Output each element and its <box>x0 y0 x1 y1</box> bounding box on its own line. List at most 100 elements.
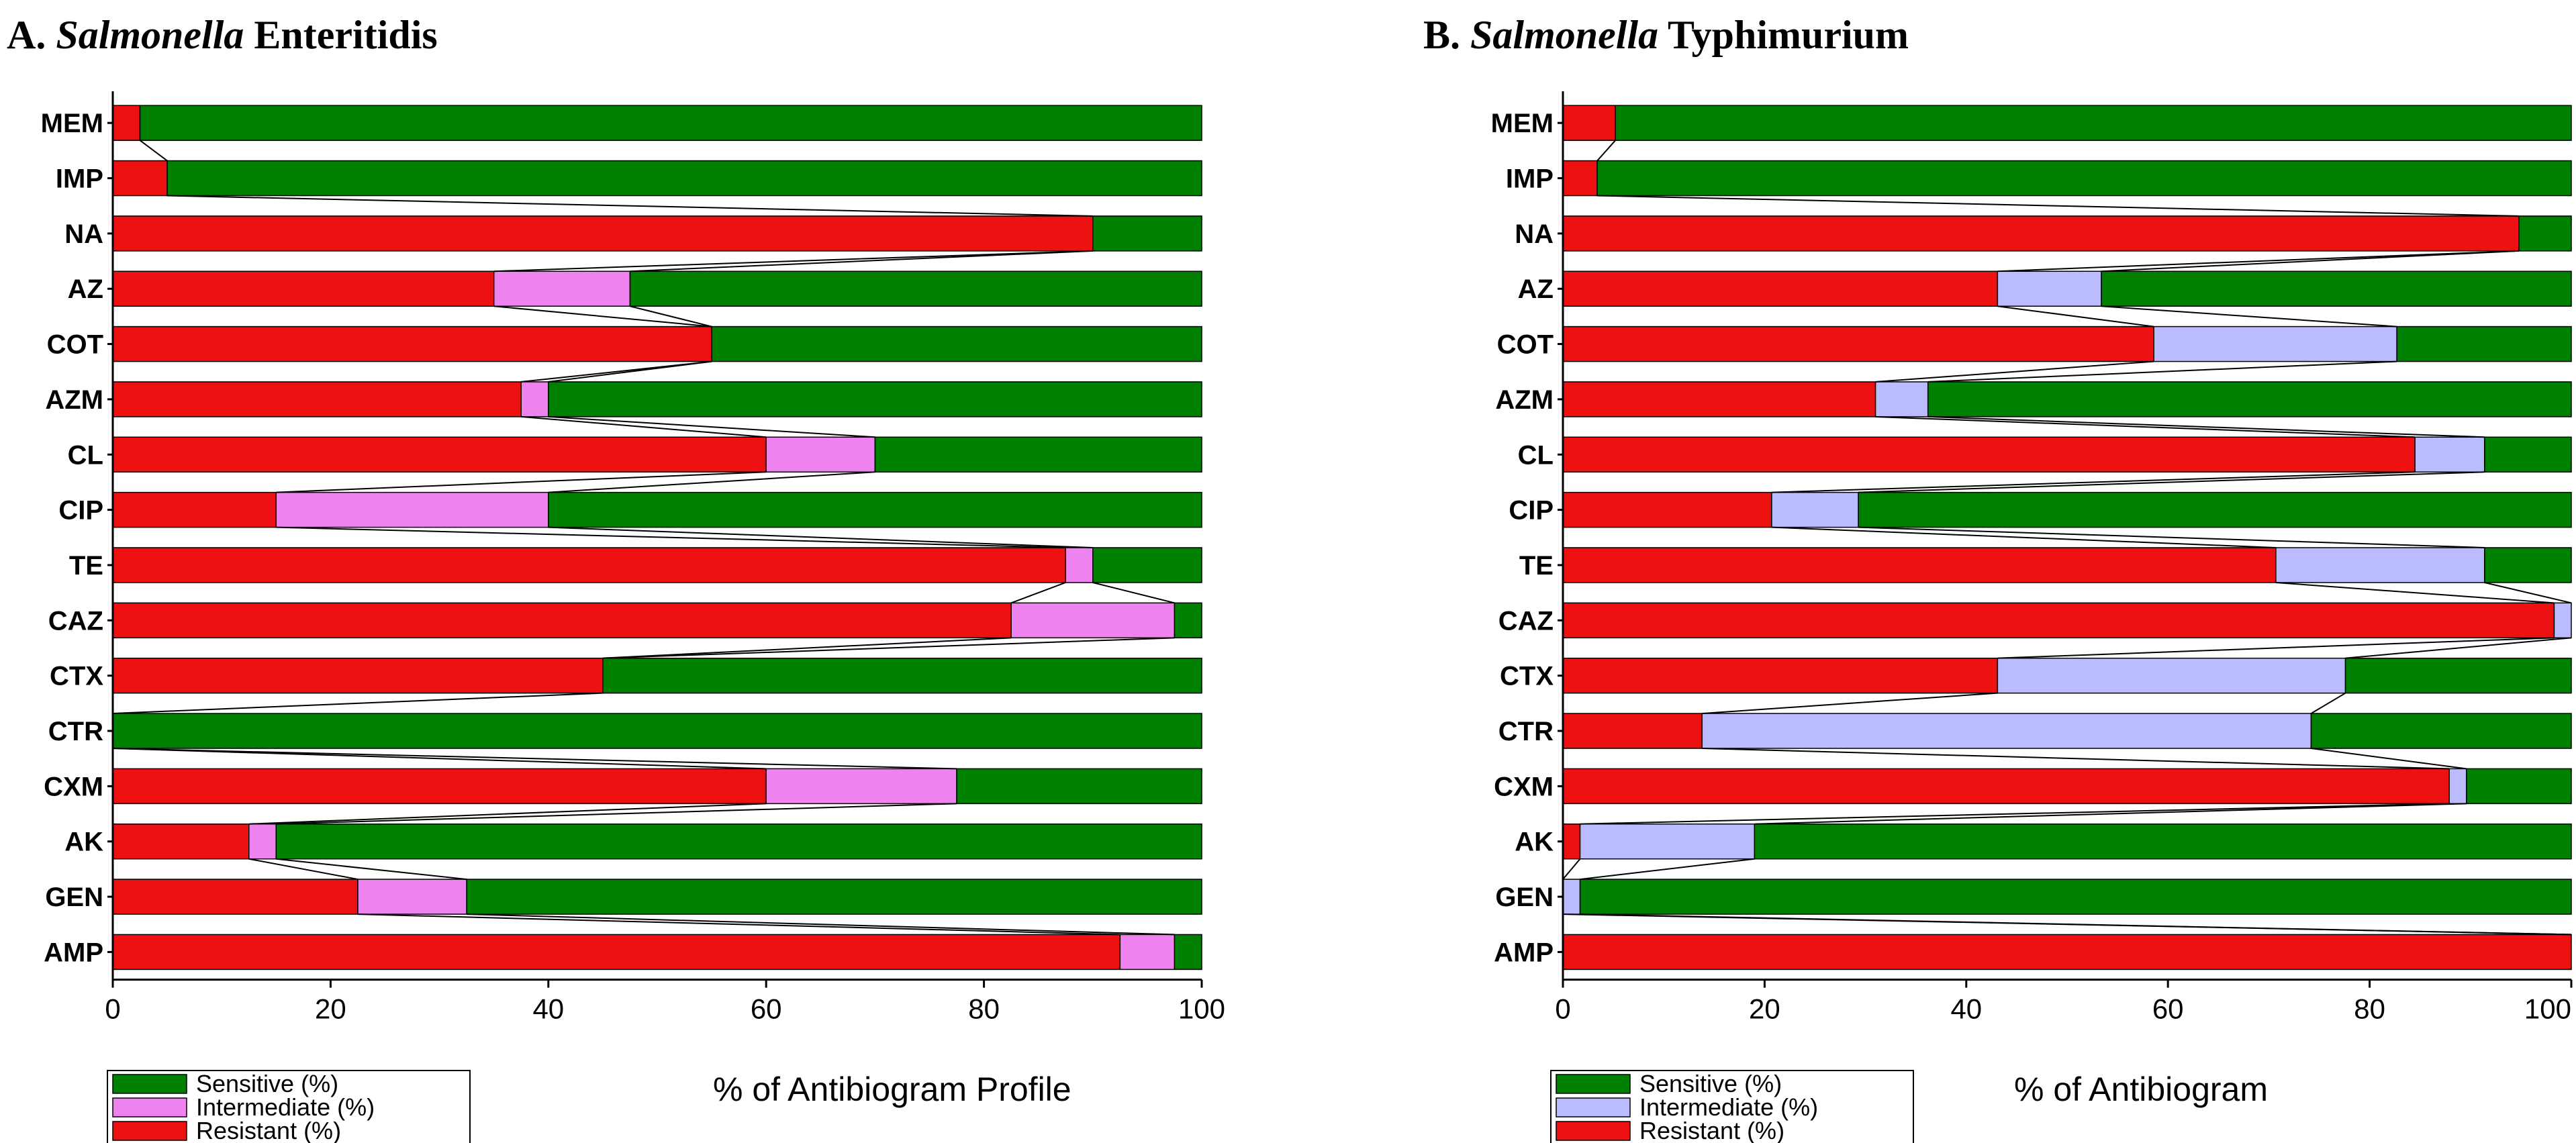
bar-segment-intermediate <box>765 436 876 473</box>
bar-segment-resistant <box>112 105 141 141</box>
connector-line <box>548 415 875 438</box>
bar-segment-resistant <box>112 547 1066 583</box>
connector-line <box>2311 748 2467 770</box>
bar-segment-sensitive <box>2484 436 2572 473</box>
connector-line <box>276 526 1066 548</box>
bar-segment-resistant <box>112 768 767 805</box>
connector-line <box>467 913 1175 936</box>
x-axis-title: % of Antibiogram <box>2014 1071 2268 1108</box>
bar-segment-resistant <box>112 270 495 307</box>
connector-line <box>1580 803 2450 825</box>
connector-line <box>1997 250 2519 272</box>
bar-segment-resistant <box>112 160 168 197</box>
bar-segment-sensitive <box>2310 713 2572 749</box>
category-label: IMP <box>1506 164 1554 194</box>
legend-label: Sensitive (%) <box>1639 1070 1782 1097</box>
bar-segment-resistant <box>1562 105 1616 141</box>
category-label: IMP <box>56 164 103 194</box>
connector-line <box>276 803 957 825</box>
bar-segment-sensitive <box>1092 547 1202 583</box>
category-label: COT <box>47 330 103 360</box>
connector-line <box>493 305 712 328</box>
bar-segment-sensitive <box>1596 160 2572 197</box>
bar-segment-resistant <box>1562 270 1999 307</box>
panel-enteritidis: A. Salmonella Enteritidis MEM IMP NA AZ COT AZ… <box>7 13 1225 1143</box>
bar-segment-sensitive <box>956 768 1202 805</box>
bar-segment-resistant <box>1562 160 1598 197</box>
legend-label: Resistant (%) <box>196 1117 341 1143</box>
category-label: COT <box>1497 330 1554 360</box>
category-label: CAZ <box>48 606 103 636</box>
bar-segment-intermediate <box>1997 657 2346 694</box>
connector-line <box>2101 250 2519 272</box>
bar-segment-resistant <box>112 879 359 915</box>
x-tick-label: 60 <box>2152 993 2184 1025</box>
panel-title-genus: Salmonella <box>56 13 244 57</box>
connector-line <box>493 250 1093 272</box>
legend-swatch <box>1556 1097 1631 1117</box>
connector-line <box>248 803 767 825</box>
bar-segment-sensitive <box>2396 326 2572 362</box>
bar-segment-resistant <box>1562 326 2154 362</box>
connector-line <box>548 526 1093 548</box>
bar-segment-intermediate <box>765 768 957 805</box>
x-axis-title: % of Antibiogram Profile <box>713 1071 1071 1108</box>
connector-line <box>1597 195 2519 217</box>
bar-segment-sensitive <box>166 160 1202 197</box>
bar-segment-sensitive <box>1754 823 2572 860</box>
bar-segment-resistant <box>1562 713 1703 749</box>
bar-segment-resistant <box>112 934 1121 971</box>
connector-line <box>1562 858 1581 880</box>
connector-line <box>1092 582 1175 604</box>
category-label: AK <box>64 828 103 857</box>
bar-segment-sensitive <box>548 381 1202 417</box>
connector-line <box>248 858 359 881</box>
connector-line <box>112 748 767 770</box>
connector-line <box>2101 305 2397 328</box>
connector-line <box>1771 471 2416 493</box>
bar-segment-sensitive <box>2466 768 2572 805</box>
category-label: MEM <box>41 109 103 138</box>
panel-title-genus: Salmonella <box>1470 13 1658 57</box>
bar-segment-intermediate <box>2448 768 2467 805</box>
bar-segment-resistant <box>1562 768 2450 805</box>
connector-line <box>1875 360 2154 383</box>
connector-line <box>1596 140 1616 162</box>
bar-segment-intermediate <box>1771 491 1859 528</box>
connector-line <box>1702 692 1998 715</box>
category-label: AZ <box>1518 275 1554 304</box>
bar-segment-intermediate <box>1997 270 2102 307</box>
bar-segment-intermediate <box>357 879 467 915</box>
category-label: AMP <box>44 938 103 967</box>
category-label: AZ <box>68 275 103 304</box>
category-label: CTX <box>1500 662 1554 691</box>
x-tick-label: 20 <box>1749 993 1780 1025</box>
category-label: CTR <box>48 717 103 746</box>
bar-segment-sensitive <box>1174 934 1202 971</box>
connector-line <box>167 195 1093 217</box>
category-label: TE <box>69 551 103 581</box>
x-tick-label: 60 <box>751 993 782 1025</box>
connector-line <box>1754 803 2467 825</box>
bar-segment-intermediate <box>2553 602 2572 639</box>
panel-title-serovar: Enteritidis <box>244 13 437 57</box>
bar-segment-resistant <box>1562 547 2277 583</box>
bar-segment-intermediate <box>1579 823 1756 860</box>
category-label: NA <box>64 219 103 249</box>
bar-segment-sensitive <box>2101 270 2572 307</box>
legend-label: Sensitive (%) <box>196 1070 338 1097</box>
category-label: GEN <box>1495 883 1554 912</box>
bar-segment-sensitive <box>602 657 1202 694</box>
connector-line <box>357 913 1120 936</box>
panel-title-prefix: B. <box>1423 13 1470 57</box>
connector-line <box>2310 692 2346 714</box>
x-tick-label: 40 <box>532 993 564 1025</box>
bar-segment-sensitive <box>874 436 1202 473</box>
category-label: AZM <box>45 385 103 415</box>
bar-segment-sensitive <box>1092 215 1202 252</box>
connector-line <box>1702 748 2450 770</box>
legend-swatch <box>1556 1121 1631 1141</box>
x-tick-label: 100 <box>2524 993 2571 1025</box>
bar-segment-resistant <box>1562 823 1581 860</box>
